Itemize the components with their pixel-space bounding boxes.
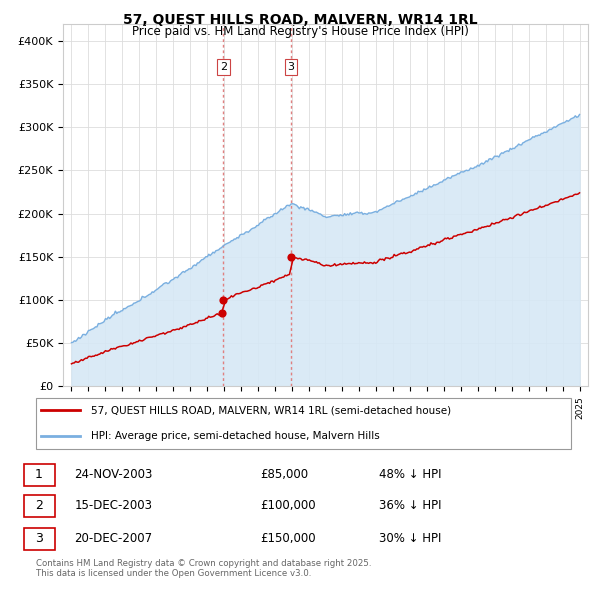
Text: 36% ↓ HPI: 36% ↓ HPI bbox=[379, 499, 442, 513]
Text: £150,000: £150,000 bbox=[260, 532, 316, 546]
Text: 3: 3 bbox=[35, 532, 43, 546]
Text: £100,000: £100,000 bbox=[260, 499, 316, 513]
Text: 24-NOV-2003: 24-NOV-2003 bbox=[74, 468, 153, 481]
Text: Price paid vs. HM Land Registry's House Price Index (HPI): Price paid vs. HM Land Registry's House … bbox=[131, 25, 469, 38]
Text: 57, QUEST HILLS ROAD, MALVERN, WR14 1RL: 57, QUEST HILLS ROAD, MALVERN, WR14 1RL bbox=[122, 13, 478, 27]
Text: 30% ↓ HPI: 30% ↓ HPI bbox=[379, 532, 442, 546]
Text: £85,000: £85,000 bbox=[260, 468, 308, 481]
Text: 57, QUEST HILLS ROAD, MALVERN, WR14 1RL (semi-detached house): 57, QUEST HILLS ROAD, MALVERN, WR14 1RL … bbox=[91, 405, 451, 415]
Point bbox=[218, 296, 228, 305]
Bar bbox=[23, 494, 55, 517]
Bar bbox=[23, 464, 55, 486]
Text: HPI: Average price, semi-detached house, Malvern Hills: HPI: Average price, semi-detached house,… bbox=[91, 431, 379, 441]
Text: 1: 1 bbox=[35, 468, 43, 481]
Point bbox=[286, 252, 296, 261]
Text: 2: 2 bbox=[220, 62, 227, 72]
Text: Contains HM Land Registry data © Crown copyright and database right 2025.
This d: Contains HM Land Registry data © Crown c… bbox=[35, 559, 371, 578]
Bar bbox=[23, 527, 55, 550]
Text: 3: 3 bbox=[287, 62, 295, 72]
Text: 20-DEC-2007: 20-DEC-2007 bbox=[74, 532, 152, 546]
Text: 48% ↓ HPI: 48% ↓ HPI bbox=[379, 468, 442, 481]
Text: 2: 2 bbox=[35, 499, 43, 513]
Text: 15-DEC-2003: 15-DEC-2003 bbox=[74, 499, 152, 513]
Point bbox=[217, 309, 227, 318]
